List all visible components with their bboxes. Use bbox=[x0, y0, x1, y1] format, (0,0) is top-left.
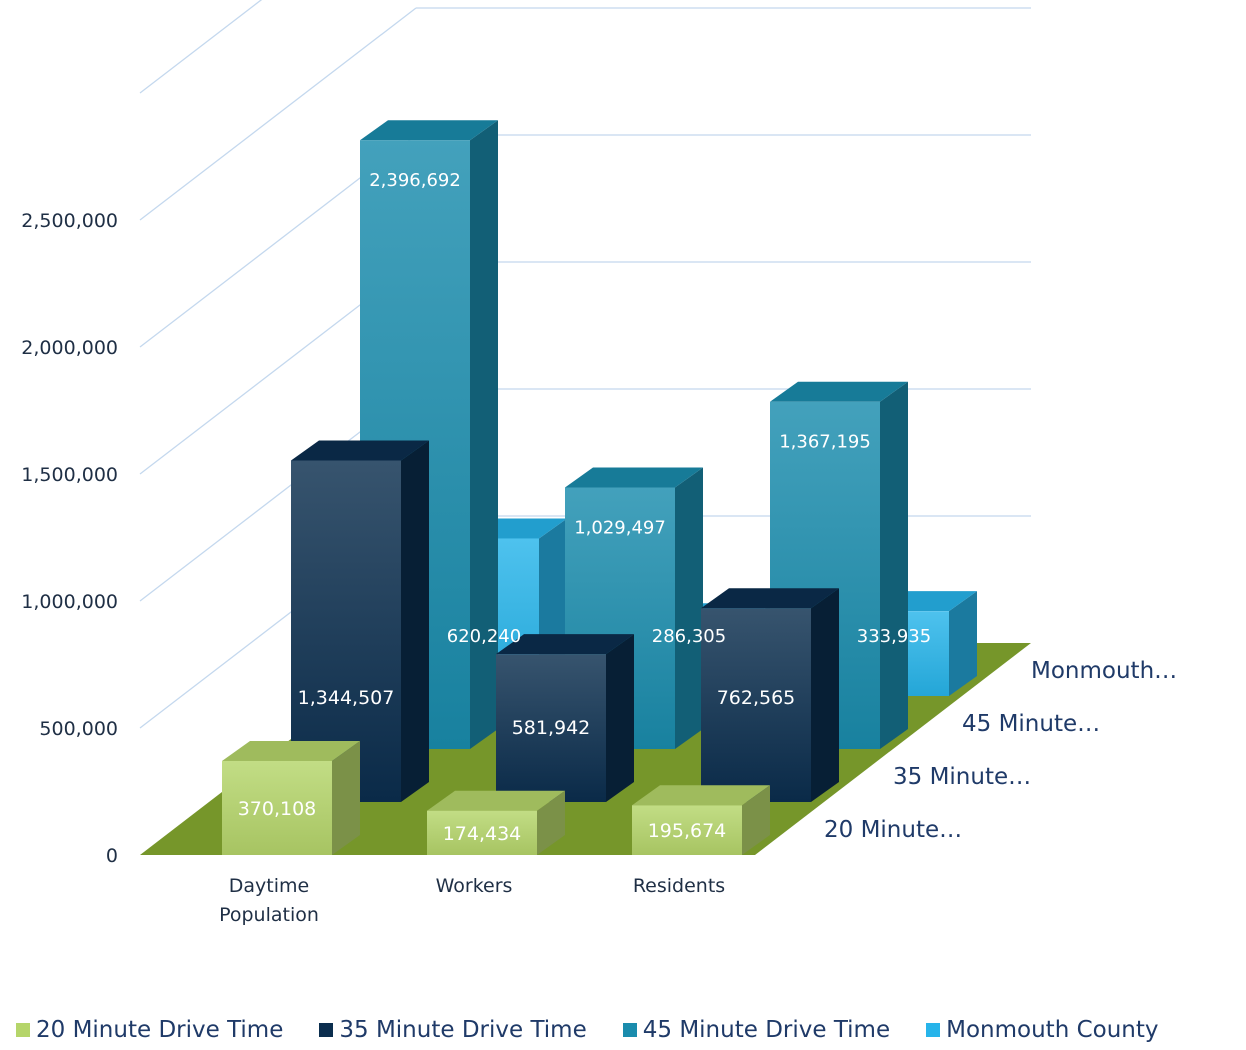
bar-side bbox=[949, 591, 977, 696]
y-tick-label: 1,500,000 bbox=[21, 464, 118, 486]
data-label: 1,029,497 bbox=[574, 518, 666, 539]
bar-front bbox=[427, 810, 537, 855]
legend-label: 45 Minute Drive Time bbox=[642, 1017, 891, 1043]
data-label: 174,434 bbox=[443, 823, 522, 845]
bar bbox=[427, 790, 565, 855]
data-label: 286,305 bbox=[652, 626, 726, 647]
data-label: 2,396,692 bbox=[369, 170, 461, 191]
legend-label: 35 Minute Drive Time bbox=[339, 1017, 587, 1043]
bar bbox=[565, 467, 703, 749]
bar-side bbox=[606, 634, 634, 802]
data-label: 333,935 bbox=[857, 626, 931, 647]
y-tick-label: 0 bbox=[106, 845, 118, 867]
bar bbox=[632, 785, 770, 855]
bar-top bbox=[222, 740, 360, 761]
bar-top bbox=[632, 785, 770, 806]
bar-top bbox=[360, 120, 498, 141]
category-label: Residents bbox=[633, 875, 725, 897]
depth-axis-label: 20 Minute… bbox=[824, 817, 962, 843]
bar-side bbox=[537, 790, 565, 855]
depth-axis-label: 45 Minute… bbox=[962, 711, 1100, 737]
data-label: 762,565 bbox=[717, 687, 796, 709]
bar-front bbox=[496, 654, 606, 802]
legend-item: 45 Minute Drive Time bbox=[622, 1017, 891, 1043]
bar-side bbox=[880, 381, 908, 749]
bar-top bbox=[701, 588, 839, 609]
bar bbox=[222, 740, 360, 855]
gridline-side bbox=[139, 0, 263, 94]
bar-side bbox=[811, 588, 839, 802]
bar bbox=[496, 634, 634, 802]
legend-item: Monmouth County bbox=[926, 1017, 1159, 1043]
legend-label: Monmouth County bbox=[946, 1017, 1159, 1043]
depth-axis-label: 35 Minute… bbox=[893, 764, 1031, 790]
bar-side bbox=[401, 440, 429, 802]
bar-top bbox=[291, 440, 429, 461]
legend-item: 35 Minute Drive Time bbox=[319, 1017, 587, 1043]
bar-front bbox=[701, 608, 811, 802]
data-label: 1,367,195 bbox=[779, 432, 871, 453]
legend: 20 Minute Drive Time 35 Minute Drive Time… bbox=[16, 1010, 1236, 1050]
bar-side bbox=[742, 785, 770, 855]
data-label: 195,674 bbox=[648, 820, 727, 842]
bar-front bbox=[632, 805, 742, 855]
category-label: Daytime bbox=[229, 875, 309, 897]
legend-swatch bbox=[319, 1023, 334, 1037]
legend-swatch bbox=[622, 1023, 637, 1037]
y-tick-label: 2,000,000 bbox=[21, 337, 118, 359]
bar-top bbox=[496, 634, 634, 655]
bar-top bbox=[770, 381, 908, 402]
bar bbox=[701, 588, 839, 802]
data-label: 581,942 bbox=[512, 717, 591, 739]
legend-item: 20 Minute Drive Time bbox=[16, 1017, 283, 1043]
gridline-side bbox=[139, 7, 417, 221]
bar-front bbox=[222, 760, 332, 855]
bar-top bbox=[427, 790, 565, 811]
gridlines bbox=[139, 0, 1031, 729]
data-label: 1,344,507 bbox=[298, 687, 395, 709]
legend-swatch bbox=[926, 1023, 941, 1037]
y-tick-label: 500,000 bbox=[39, 718, 118, 740]
data-label: 370,108 bbox=[238, 798, 317, 820]
data-label: 620,240 bbox=[447, 626, 521, 647]
bar-side bbox=[470, 120, 498, 749]
category-label: Workers bbox=[436, 875, 513, 897]
bar-top bbox=[565, 467, 703, 488]
y-tick-label: 2,500,000 bbox=[21, 210, 118, 232]
category-label: Population bbox=[219, 904, 319, 926]
bar-side bbox=[332, 740, 360, 855]
legend-label: 20 Minute Drive Time bbox=[36, 1017, 284, 1043]
depth-axis-label: Monmouth… bbox=[1031, 658, 1177, 684]
bar-side bbox=[675, 467, 703, 749]
legend-swatch bbox=[16, 1023, 30, 1037]
y-tick-label: 1,000,000 bbox=[21, 591, 118, 613]
